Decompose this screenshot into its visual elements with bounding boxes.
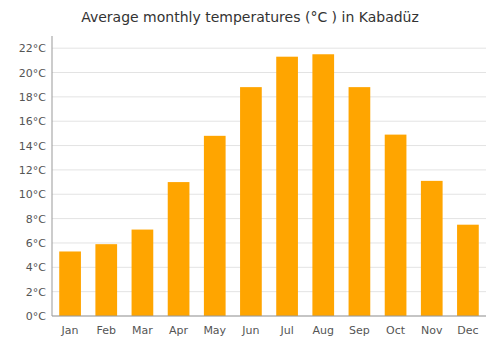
bars [59, 54, 479, 316]
x-tick-label: Nov [421, 324, 443, 337]
bar [312, 54, 334, 316]
y-tick-label: 20°C [19, 67, 46, 80]
grid-line [52, 96, 486, 97]
bar [457, 225, 479, 316]
y-tick-label: 12°C [19, 164, 46, 177]
y-tick-label: 18°C [19, 91, 46, 104]
y-tick-label: 16°C [19, 115, 46, 128]
title: Average monthly temperatures (°C ) in Ka… [81, 9, 419, 25]
bar [385, 135, 407, 316]
y-tick-label: 2°C [26, 286, 46, 299]
x-tick-label: May [203, 324, 226, 337]
y-tick-label: 0°C [26, 310, 46, 323]
x-tick-label: Jun [241, 324, 259, 337]
y-tick-label: 14°C [19, 140, 46, 153]
x-tick-labels: Jan Feb Mar Apr May Jun Jul Aug Sep Oct Nov Dec [61, 324, 479, 337]
x-tick-label: Feb [97, 324, 116, 337]
bar [421, 181, 443, 316]
y-tick-label: 4°C [26, 261, 46, 274]
grid-line [52, 48, 486, 49]
x-tick-label: Apr [169, 324, 189, 337]
y-tick-label: 22°C [19, 42, 46, 55]
grid [52, 48, 486, 316]
y-tick-label: 8°C [26, 213, 46, 226]
bar [349, 87, 371, 316]
grid-line [52, 72, 486, 73]
bar [276, 57, 298, 316]
grid-line [52, 121, 486, 122]
bar [240, 87, 262, 316]
grid-line [52, 316, 486, 317]
x-axis-line [52, 316, 486, 317]
x-tick-label: Aug [313, 324, 334, 337]
y-tick-label: 6°C [26, 237, 46, 250]
bar [168, 182, 190, 316]
y-tick-labels: 0°C 2°C 4°C 6°C 8°C 10°C 12°C 14°C 16°C 18°C 20°C 2… [19, 42, 46, 323]
y-tick-label: 10°C [19, 188, 46, 201]
x-tick-label: Jul [279, 324, 293, 337]
grid-line [52, 145, 486, 146]
x-tick-label: Dec [457, 324, 478, 337]
x-tick-label: Sep [349, 324, 370, 337]
grid-line [52, 169, 486, 170]
chart-svg: Average monthly temperatures (°C ) in Ka… [0, 0, 500, 350]
chart-container: Average monthly temperatures (°C ) in Ka… [0, 0, 500, 350]
bar [132, 230, 154, 316]
y-axis-line [52, 36, 53, 316]
x-tick-label: Jan [61, 324, 79, 337]
x-tick-label: Mar [132, 324, 153, 337]
bar [59, 251, 81, 316]
bar [204, 136, 226, 316]
bar [95, 244, 117, 316]
x-tick-label: Oct [386, 324, 406, 337]
